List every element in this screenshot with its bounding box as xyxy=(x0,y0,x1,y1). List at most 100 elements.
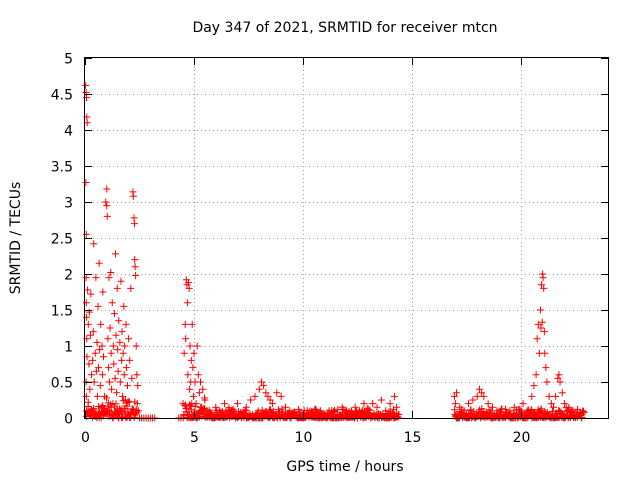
data-point xyxy=(321,410,329,418)
y-tick-label: 4.5 xyxy=(51,88,73,104)
data-point xyxy=(450,392,458,400)
data-point xyxy=(347,408,355,416)
data-point xyxy=(554,374,562,382)
data-point xyxy=(190,392,198,400)
data-point xyxy=(192,400,200,408)
data-point xyxy=(489,403,497,411)
data-point xyxy=(187,356,195,364)
x-tick-label: 20 xyxy=(513,430,531,446)
y-tick-label: 2.5 xyxy=(51,232,73,248)
data-point xyxy=(364,405,372,413)
data-point xyxy=(542,364,550,372)
data-point xyxy=(186,385,194,393)
data-point xyxy=(262,389,270,397)
data-point xyxy=(114,413,122,421)
data-point xyxy=(133,400,141,408)
data-point xyxy=(98,371,106,379)
data-point xyxy=(82,392,90,400)
y-tick-label: 3 xyxy=(64,196,73,212)
x-tick-label: 5 xyxy=(190,430,199,446)
data-point xyxy=(540,284,548,292)
data-point xyxy=(94,302,102,310)
data-point xyxy=(189,364,197,372)
x-tick-label: 15 xyxy=(404,430,422,446)
data-point xyxy=(373,403,381,411)
data-point xyxy=(360,400,368,408)
data-point xyxy=(356,407,364,415)
data-point xyxy=(338,403,346,411)
data-point xyxy=(537,324,545,332)
data-point xyxy=(132,271,140,279)
data-point xyxy=(251,392,259,400)
data-point xyxy=(103,185,111,193)
data-point xyxy=(303,407,311,415)
data-point xyxy=(196,378,204,386)
data-point xyxy=(369,400,377,408)
y-tick-labels: 0 0.5 1 1.5 2 2.5 3 3.5 4 4.5 5 xyxy=(51,52,73,428)
data-point xyxy=(201,396,209,404)
data-point xyxy=(86,385,94,393)
data-points xyxy=(82,81,588,422)
data-point xyxy=(123,402,131,410)
data-point xyxy=(105,274,113,282)
data-point xyxy=(104,335,112,343)
data-point xyxy=(348,409,356,417)
data-point xyxy=(84,320,92,328)
data-point xyxy=(118,356,126,364)
data-point xyxy=(111,403,119,411)
y-tick-label: 0.5 xyxy=(51,376,73,392)
data-point xyxy=(113,284,121,292)
data-point xyxy=(453,389,461,397)
data-point xyxy=(451,400,459,408)
data-point xyxy=(502,408,510,416)
data-point xyxy=(82,81,90,89)
data-point xyxy=(112,250,120,258)
data-point xyxy=(82,179,90,187)
data-point xyxy=(515,405,523,413)
data-point xyxy=(121,396,129,404)
chart-title: Day 347 of 2021, SRMTID for receiver mtc… xyxy=(192,20,497,36)
data-point xyxy=(299,410,307,418)
data-point xyxy=(91,349,99,357)
data-point xyxy=(84,286,92,294)
data-point xyxy=(91,410,99,418)
data-point xyxy=(456,403,464,411)
data-point xyxy=(475,385,483,393)
y-axis-label: SRMTID / TECUs xyxy=(8,182,24,295)
data-point xyxy=(558,389,566,397)
data-point xyxy=(532,371,540,379)
data-point xyxy=(117,277,125,285)
data-point xyxy=(133,371,141,379)
data-point xyxy=(114,367,122,375)
data-point xyxy=(534,320,542,328)
data-point xyxy=(97,320,105,328)
data-point xyxy=(543,409,551,417)
data-point xyxy=(179,400,187,408)
data-point xyxy=(180,349,188,357)
data-point xyxy=(393,403,401,411)
data-point xyxy=(188,320,196,328)
data-point xyxy=(120,371,128,379)
x-axis-label: GPS time / hours xyxy=(286,459,403,475)
data-point xyxy=(86,331,94,339)
data-point xyxy=(390,392,398,400)
data-point xyxy=(540,408,548,416)
data-point xyxy=(216,408,224,416)
data-point xyxy=(258,406,266,414)
data-point xyxy=(93,392,101,400)
data-point xyxy=(184,371,192,379)
data-point xyxy=(103,202,111,210)
data-point xyxy=(101,392,109,400)
data-point xyxy=(93,338,101,346)
data-point xyxy=(329,408,337,416)
data-point xyxy=(112,331,120,339)
y-tick-label: 1 xyxy=(64,340,73,356)
data-point xyxy=(579,407,587,415)
data-point xyxy=(111,374,119,382)
data-point xyxy=(131,256,139,264)
data-point xyxy=(108,385,116,393)
data-point xyxy=(84,398,92,406)
data-point xyxy=(262,408,270,416)
data-point xyxy=(82,274,90,282)
data-point xyxy=(281,403,289,411)
